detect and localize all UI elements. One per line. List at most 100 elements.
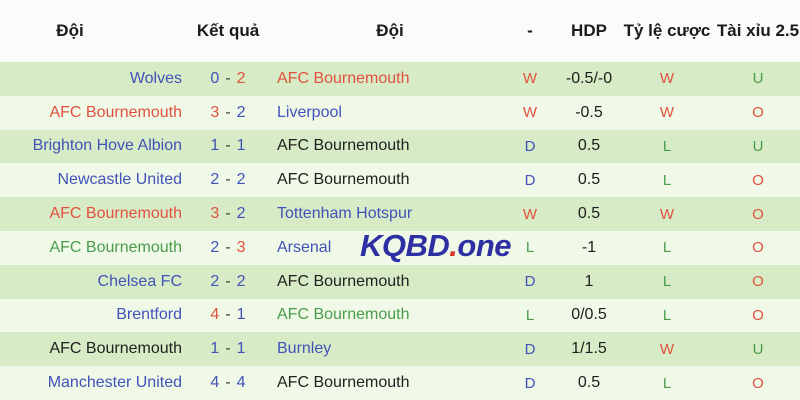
match-result-cell: D [500,130,560,164]
over-under-letter: O [752,239,764,257]
over-under-cell: O [716,163,800,197]
away-team-name[interactable]: Tottenham Hotspur [277,205,413,223]
away-team-name[interactable]: Liverpool [277,103,342,121]
match-result-cell: W [500,197,560,231]
away-score: 2 [236,171,246,189]
away-score: 2 [236,103,246,121]
hdp-cell: -1 [560,231,618,265]
hdp-cell: 1/1.5 [560,332,618,366]
away-team-cell: AFC Bournemouth [266,299,500,333]
match-result-cell: W [500,96,560,130]
hdp-value: 1/1.5 [571,340,607,358]
over-under-cell: O [716,197,800,231]
away-team-name[interactable]: AFC Bournemouth [277,69,410,87]
hdp-value: -0.5/-0 [565,69,613,87]
home-team-name[interactable]: Wolves [129,69,182,87]
away-team-name[interactable]: AFC Bournemouth [277,306,410,324]
score-dash: - [225,374,231,392]
table-header-row: Đội Kết quả Đội - HDP Tỷ lệ cược Tài xỉu… [0,0,800,62]
score-dash: - [225,340,231,358]
col-header-home-team: Đội [56,21,84,40]
home-score: 2 [210,238,220,256]
odds-result-cell: L [618,130,716,164]
over-under-letter: O [752,374,764,392]
away-team-name[interactable]: AFC Bournemouth [277,272,410,290]
home-team-name[interactable]: Brighton Hove Albion [32,137,182,155]
hdp-cell: 0/0.5 [560,299,618,333]
home-team-cell: AFC Bournemouth [0,231,190,265]
away-score: 1 [236,340,246,358]
away-team-name[interactable]: AFC Bournemouth [277,171,410,189]
table-row: Newcastle United 2 - 2 AFC Bournemouth D… [0,163,800,198]
result-letter: D [524,273,536,291]
away-team-name[interactable]: AFC Bournemouth [277,374,410,392]
odds-result-cell: W [618,332,716,366]
away-score: 3 [236,238,246,256]
hdp-cell: 0.5 [560,130,618,164]
result-letter: W [522,70,538,88]
over-under-letter: O [752,205,764,223]
table-row: Chelsea FC 2 - 2 AFC Bournemouth D 1 L O [0,264,800,299]
hdp-value: 0.5 [577,205,601,223]
score-dash: - [225,306,231,324]
match-score: 3 - 2 [190,96,266,130]
odds-letter: L [662,239,672,257]
odds-letter: L [662,374,672,392]
home-team-name[interactable]: AFC Bournemouth [49,205,182,223]
col-header-dash: - [527,21,533,40]
home-team-name[interactable]: AFC Bournemouth [49,103,182,121]
table-row: AFC Bournemouth 1 - 1 Burnley D 1/1.5 W … [0,332,800,367]
home-score: 4 [210,306,220,324]
home-score: 3 [210,103,220,121]
odds-letter: L [662,171,672,189]
col-header-away-team: Đội [376,21,404,40]
table-row: Wolves 0 - 2 AFC Bournemouth W -0.5/-0 W… [0,62,800,96]
home-team-cell: Brighton Hove Albion [0,130,190,164]
away-team-cell: AFC Bournemouth [266,366,500,400]
home-team-name[interactable]: Manchester United [47,374,182,392]
home-team-name[interactable]: AFC Bournemouth [49,238,182,256]
away-team-cell: AFC Bournemouth [266,265,500,299]
match-result-cell: D [500,265,560,299]
score-dash: - [225,238,231,256]
away-team-cell: AFC Bournemouth [266,130,500,164]
away-team-cell: AFC Bournemouth [266,62,500,96]
odds-result-cell: W [618,62,716,96]
away-team-cell: Liverpool [266,96,500,130]
odds-result-cell: L [618,231,716,265]
home-team-name[interactable]: Newcastle United [57,171,183,189]
result-letter: D [524,340,536,358]
table-row: Brentford 4 - 1 AFC Bournemouth L 0/0.5 … [0,298,800,333]
result-letter: D [524,374,536,392]
away-score: 4 [236,374,246,392]
over-under-cell: U [716,332,800,366]
table-row: AFC Bournemouth 3 - 2 Tottenham Hotspur … [0,197,800,231]
away-team-name[interactable]: Arsenal [277,238,332,256]
result-letter: W [522,104,538,122]
odds-result-cell: W [618,197,716,231]
odds-letter: W [659,205,675,223]
home-team-name[interactable]: Brentford [116,306,182,324]
hdp-value: 0.5 [577,374,601,392]
home-team-name[interactable]: AFC Bournemouth [49,340,182,358]
home-score: 2 [210,171,220,189]
home-team-cell: Newcastle United [0,163,190,197]
away-team-cell: AFC Bournemouth [266,163,500,197]
home-team-name[interactable]: Chelsea FC [97,272,182,290]
match-score: 1 - 1 [190,130,266,164]
table-row: Brighton Hove Albion 1 - 1 AFC Bournemou… [0,129,800,164]
odds-letter: L [662,137,672,155]
match-score: 3 - 2 [190,197,266,231]
col-header-over-under: Tài xỉu 2.5 [716,21,800,40]
over-under-letter: O [752,104,764,122]
away-team-name[interactable]: AFC Bournemouth [277,137,410,155]
match-result-cell: L [500,231,560,265]
match-result-cell: D [500,366,560,400]
away-team-name[interactable]: Burnley [277,340,332,358]
odds-letter: W [659,104,675,122]
hdp-cell: -0.5 [560,96,618,130]
home-team-cell: AFC Bournemouth [0,96,190,130]
home-score: 0 [210,69,220,87]
match-result-cell: W [500,62,560,96]
